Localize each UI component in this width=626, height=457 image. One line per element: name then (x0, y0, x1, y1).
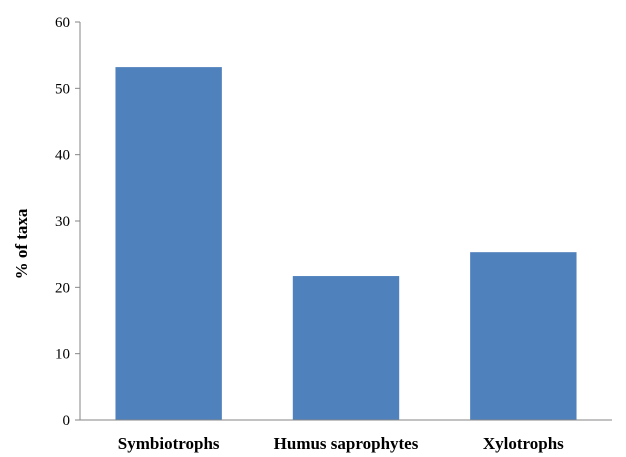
y-tick-label: 40 (55, 148, 70, 164)
y-tick-label: 50 (55, 81, 70, 97)
y-axis-ticks: 0 10 20 30 40 50 60 (55, 15, 80, 429)
y-tick-label: 10 (55, 347, 70, 363)
bar-xylotrophs (470, 252, 577, 420)
y-tick-label: 20 (55, 280, 70, 296)
y-axis-title: % of taxa (12, 208, 31, 279)
x-category-label: Humus saprophytes (274, 434, 419, 453)
x-axis-labels: Symbiotrophs Humus saprophytes Xylotrophs (118, 434, 564, 453)
bar-humus-saprophytes (292, 276, 400, 420)
y-tick-label: 60 (55, 15, 70, 31)
y-tick-label: 0 (63, 413, 71, 429)
y-tick-label: 30 (55, 214, 70, 230)
x-category-label: Symbiotrophs (118, 434, 220, 453)
bars (115, 67, 577, 421)
bar-symbiotrophs (115, 67, 222, 421)
x-category-label: Xylotrophs (483, 434, 564, 453)
